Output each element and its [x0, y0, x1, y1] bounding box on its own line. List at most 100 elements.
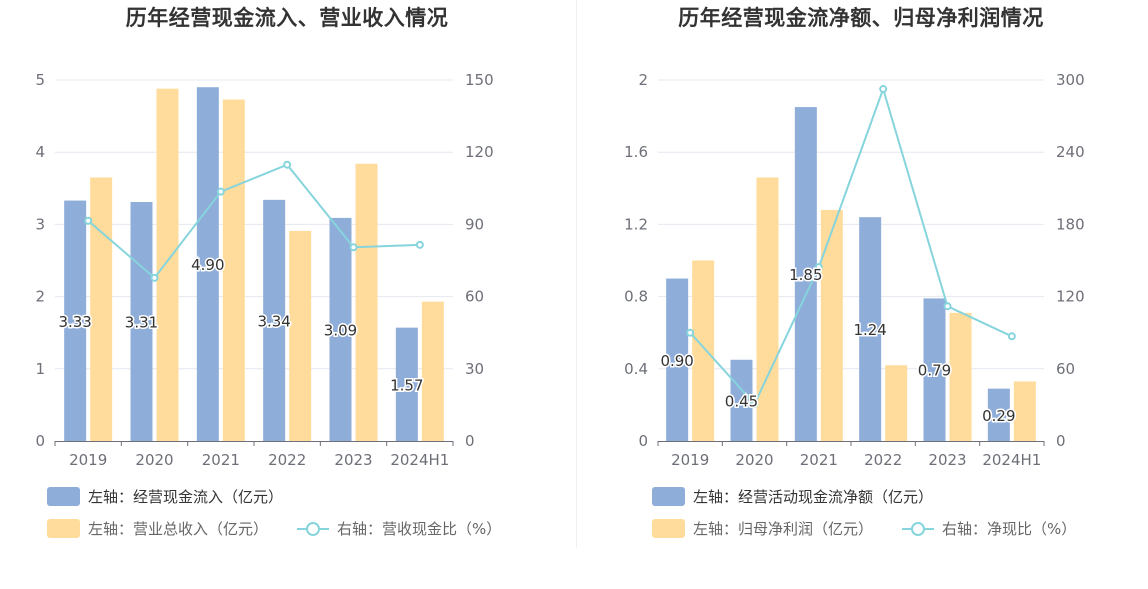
- legend-label: 左轴：经营活动现金流净额（亿元）: [693, 488, 934, 506]
- x-axis-tick-label: 2023: [334, 451, 372, 469]
- line-point: [349, 243, 358, 252]
- x-axis-tick-label: 2024H1: [982, 451, 1041, 469]
- x-axis-tick-label: 2022: [864, 451, 902, 469]
- bar-right-primary: [730, 359, 753, 441]
- legend-line-icon: [902, 519, 934, 538]
- legend-swatch: [652, 519, 685, 538]
- bar-left-primary: [64, 200, 87, 441]
- panel-divider: [576, 0, 577, 548]
- chart-plot-left: 0 1 2 3 4 5 0 30 60 90 120 150 2019 2020 2021 2022 2023 2…: [35, 71, 494, 469]
- legend-label: 左轴：经营现金流入（亿元）: [88, 488, 284, 506]
- bar-data-label: 0.79: [918, 362, 951, 380]
- legend-item-cash-inflow[interactable]: 左轴：经营现金流入（亿元）: [47, 486, 283, 507]
- bar-left-secondary: [421, 301, 444, 441]
- bar-right-primary: [666, 278, 689, 441]
- legend-label: 左轴：归母净利润（亿元）: [693, 520, 874, 538]
- x-axis-tick-label: 2021: [202, 451, 240, 469]
- right-axis-tick-label: 0: [1056, 432, 1066, 450]
- x-axis-tick-label: 2022: [268, 451, 306, 469]
- line-point: [415, 240, 424, 249]
- x-axis-tick-label: 2024H1: [390, 451, 449, 469]
- left-axis-tick-label: 1: [35, 360, 45, 378]
- right-axis-tick-label: 240: [1056, 143, 1085, 161]
- right-axis-tick-label: 90: [465, 215, 484, 233]
- bar-right-secondary: [692, 260, 715, 441]
- bar-data-label: 1.85: [789, 266, 822, 284]
- bar-left-primary: [329, 217, 352, 441]
- bar-data-label: 3.09: [324, 321, 357, 339]
- bar-left-secondary: [289, 230, 312, 441]
- chart-panel-right: 历年经营现金流净额、归母净利润情况 0 0.4 0.8 1.2 1.6 2 0 60 120 18…: [574, 0, 1148, 589]
- bar-right-primary: [923, 298, 946, 441]
- legend-label: 左轴：营业总收入（亿元）: [88, 520, 269, 538]
- legend-swatch: [47, 519, 80, 538]
- line-point: [879, 85, 888, 94]
- legend-item-net-cash-flow[interactable]: 左轴：经营活动现金流净额（亿元）: [652, 486, 933, 507]
- bar-right-primary: [794, 107, 817, 441]
- right-axis-tick-label: 120: [1056, 288, 1085, 306]
- left-axis-tick-label: 3: [35, 215, 45, 233]
- x-axis-tick-label: 2021: [800, 451, 838, 469]
- line-point: [750, 399, 759, 408]
- line-point: [1007, 332, 1016, 341]
- x-axis-tick-label: 2023: [928, 451, 966, 469]
- bar-data-label: 4.90: [191, 256, 224, 274]
- left-axis-tick-label: 0.8: [624, 288, 648, 306]
- legend-line-icon: [297, 519, 329, 538]
- bar-data-label: 3.34: [257, 312, 290, 330]
- x-axis-tick-label: 2020: [135, 451, 173, 469]
- legend-label: 右轴：净现比（%）: [942, 520, 1077, 538]
- x-axis-tick-label: 2019: [671, 451, 709, 469]
- right-axis-tick-label: 60: [465, 288, 484, 306]
- right-axis-tick-label: 180: [1056, 215, 1085, 233]
- x-axis-tick-label: 2020: [735, 451, 773, 469]
- bar-right-primary: [987, 388, 1010, 441]
- line-point: [686, 328, 695, 337]
- left-axis-tick-label: 0: [35, 432, 45, 450]
- left-axis-tick-label: 5: [35, 71, 45, 89]
- legend-swatch: [47, 487, 80, 506]
- bar-right-secondary: [949, 312, 972, 441]
- legend-swatch: [652, 487, 685, 506]
- legend-item-net-cash-ratio[interactable]: 右轴：净现比（%）: [902, 518, 1076, 539]
- legend-item-cash-revenue-ratio[interactable]: 右轴：营收现金比（%）: [297, 518, 501, 539]
- line-point: [814, 263, 823, 272]
- bar-data-label: 1.57: [390, 376, 423, 394]
- bar-right-secondary: [885, 365, 908, 441]
- legend-item-revenue[interactable]: 左轴：营业总收入（亿元）: [47, 518, 268, 539]
- bar-left-primary: [196, 87, 219, 441]
- bar-data-label: 0.29: [982, 407, 1015, 425]
- left-axis-tick-label: 2: [35, 288, 45, 306]
- chart-panel-left: 历年经营现金流入、营业收入情况 0 1 2 3 4 5 0 30 60 90 120 150 2019 2…: [35, 6, 501, 539]
- bar-left-primary: [263, 199, 286, 441]
- bar-left-secondary: [355, 163, 378, 441]
- line-point: [283, 160, 292, 169]
- left-axis-tick-label: 4: [35, 143, 45, 161]
- bar-data-label: 0.45: [725, 392, 758, 410]
- left-axis-tick-label: 0.4: [624, 360, 648, 378]
- left-axis-tick-label: 0: [638, 432, 648, 450]
- bar-data-label: 1.24: [853, 321, 886, 339]
- legend-item-net-profit[interactable]: 左轴：归母净利润（亿元）: [652, 518, 873, 539]
- bar-right-secondary: [820, 209, 843, 441]
- bar-right-secondary: [1013, 381, 1036, 441]
- left-axis-tick-label: 1.2: [624, 215, 648, 233]
- line-point: [943, 302, 952, 311]
- line-point: [150, 273, 159, 282]
- bar-left-secondary: [222, 99, 245, 441]
- legend-label: 右轴：营收现金比（%）: [337, 520, 502, 538]
- line-series: [689, 85, 1013, 406]
- left-axis-tick-label: 1.6: [624, 143, 648, 161]
- line-point: [84, 216, 93, 225]
- line-point: [216, 187, 225, 196]
- bar-left-primary: [395, 327, 418, 441]
- right-axis-tick-label: 0: [465, 432, 475, 450]
- x-axis-tick-label: 2019: [69, 451, 107, 469]
- bar-left-secondary: [90, 177, 113, 441]
- bar-left-secondary: [156, 88, 179, 441]
- right-axis-tick-label: 150: [465, 71, 494, 89]
- bar-data-label: 3.33: [58, 313, 91, 331]
- chart-title: 历年经营现金流入、营业收入情况: [125, 6, 449, 30]
- right-axis-tick-label: 120: [465, 143, 494, 161]
- bar-right-primary: [859, 217, 882, 441]
